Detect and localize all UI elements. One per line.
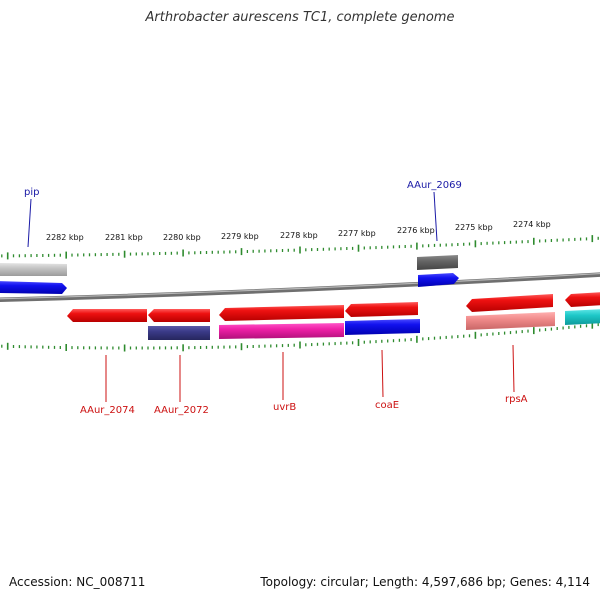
ruler-label: 2278 kbp bbox=[280, 231, 318, 240]
leader-coae bbox=[381, 349, 384, 398]
gene-aaur-2072-region[interactable] bbox=[148, 326, 210, 340]
gene-aaur-2069-region[interactable] bbox=[417, 255, 458, 270]
ruler-label: 2276 kbp bbox=[397, 226, 435, 235]
outer-tick-ring bbox=[1, 235, 599, 260]
leader-rpsa bbox=[512, 344, 515, 393]
gene-label-pip[interactable]: pip bbox=[24, 187, 39, 198]
gene-next-region[interactable] bbox=[565, 309, 600, 325]
inner-tick-ring bbox=[1, 321, 599, 352]
gene-aaur-2074-arrow[interactable] bbox=[67, 309, 147, 322]
label-leaders bbox=[27, 191, 515, 402]
ruler-label: 2277 kbp bbox=[338, 229, 376, 238]
gene-uvrb-region[interactable] bbox=[219, 323, 344, 339]
genome-summary-text: Topology: circular; Length: 4,597,686 bp… bbox=[260, 575, 590, 589]
ruler-label: 2275 kbp bbox=[455, 223, 493, 232]
ruler-label: 2274 kbp bbox=[513, 220, 551, 229]
gene-next-arrow[interactable] bbox=[565, 292, 600, 307]
reverse-strand-genes bbox=[67, 292, 600, 340]
accession-text: Accession: NC_008711 bbox=[9, 575, 146, 589]
gene-coae-region[interactable] bbox=[345, 319, 420, 335]
gene-coae-arrow[interactable] bbox=[345, 302, 418, 317]
ruler-labels: 2282 kbp 2281 kbp 2280 kbp 2279 kbp 2278… bbox=[46, 220, 551, 242]
forward-strand-genes bbox=[0, 255, 459, 294]
gene-label-aaur-2072[interactable]: AAur_2072 bbox=[154, 405, 209, 416]
gene-rpsa-arrow[interactable] bbox=[466, 294, 553, 312]
leader-aaur-2069 bbox=[433, 191, 438, 242]
gene-label-uvrb[interactable]: uvrB bbox=[273, 402, 296, 413]
ruler-label: 2282 kbp bbox=[46, 233, 84, 242]
ruler-label: 2279 kbp bbox=[221, 232, 259, 241]
genome-backbone bbox=[0, 272, 600, 302]
gene-label-aaur-2074[interactable]: AAur_2074 bbox=[80, 405, 135, 416]
map-title: Arthrobacter aurescens TC1, complete gen… bbox=[145, 10, 455, 25]
gene-pip-region[interactable] bbox=[0, 263, 67, 276]
ruler-label: 2280 kbp bbox=[163, 233, 201, 242]
gene-labels: pip AAur_2069 AAur_2074 AAur_2072 uvrB c… bbox=[24, 180, 528, 416]
leader-pip bbox=[27, 198, 32, 248]
gene-uvrb-arrow[interactable] bbox=[219, 305, 344, 321]
gene-rpsa-region[interactable] bbox=[466, 312, 555, 330]
gene-label-coae[interactable]: coaE bbox=[375, 400, 399, 411]
gene-aaur-2072-arrow[interactable] bbox=[148, 309, 210, 322]
gene-pip-arrow[interactable] bbox=[0, 281, 67, 294]
ruler-label: 2281 kbp bbox=[105, 233, 143, 242]
gene-label-aaur-2069[interactable]: AAur_2069 bbox=[407, 180, 462, 191]
gene-label-rpsa[interactable]: rpsA bbox=[505, 394, 528, 405]
genome-backbone-highlight bbox=[0, 272, 600, 300]
gene-aaur-2069-arrow[interactable] bbox=[418, 273, 459, 287]
